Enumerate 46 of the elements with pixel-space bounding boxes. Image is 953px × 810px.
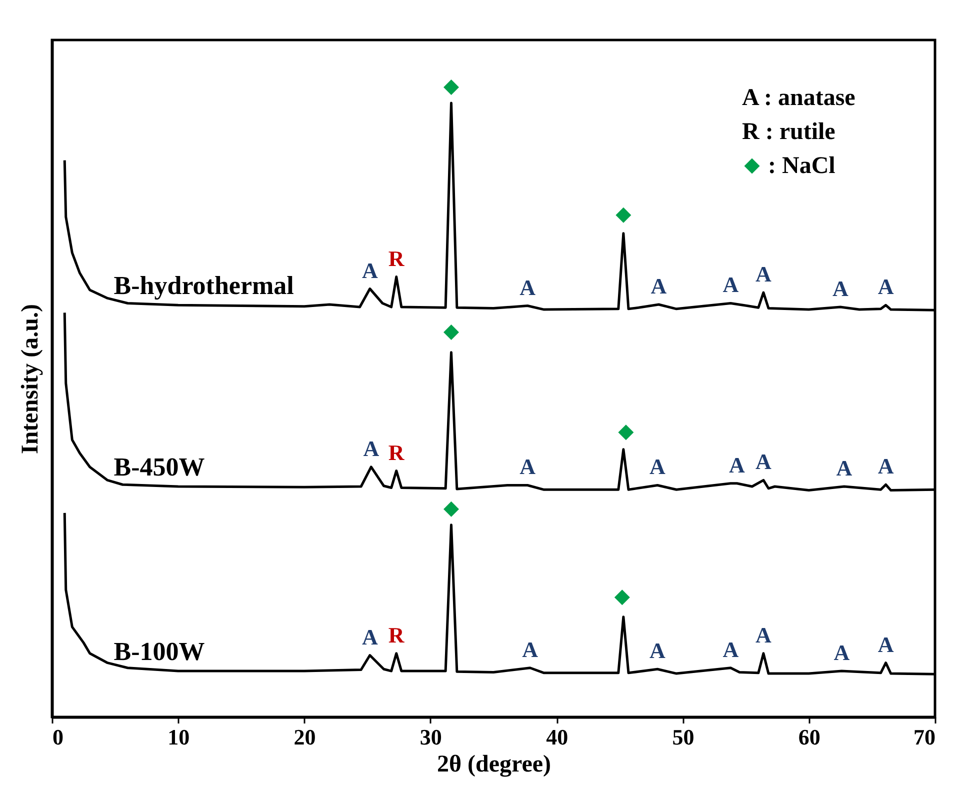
annotation: A — [520, 454, 536, 480]
x-tick-label: 20 — [294, 724, 316, 750]
annotation: A — [756, 449, 772, 474]
legend-label: : NaCl — [768, 153, 836, 179]
annotation: A : anatase — [742, 85, 856, 111]
annotation: A — [650, 274, 667, 298]
annotation: A — [722, 636, 739, 662]
annotation: A — [362, 258, 378, 283]
annotation: A — [878, 274, 894, 300]
point — [616, 207, 632, 223]
x-tick-label: 60 — [798, 724, 820, 750]
annotation: A — [522, 636, 538, 662]
annotation: A — [832, 276, 848, 302]
y-axis-title: Intensity (a.u.) — [18, 304, 44, 454]
annotation: A — [650, 638, 666, 664]
annotation: A — [836, 456, 852, 481]
annotation: A — [363, 436, 380, 461]
point — [443, 79, 459, 95]
series-label: B-100W — [114, 637, 205, 666]
annotation: A — [722, 272, 739, 298]
x-axis-title: 2θ (degree) — [436, 752, 552, 778]
annotation: A — [362, 624, 378, 650]
annotation: A — [878, 632, 894, 657]
point — [443, 501, 459, 517]
annotation: R — [388, 440, 406, 465]
annotation: A — [756, 622, 772, 648]
x-tick-label: 70 — [914, 724, 936, 750]
x-tick-label: 40 — [546, 724, 568, 750]
x-tick-label: 50 — [672, 724, 694, 750]
annotation: A — [756, 262, 772, 287]
annotation: A — [878, 454, 894, 479]
annotation: R — [388, 246, 406, 271]
annotation: R : rutile — [742, 119, 836, 145]
series-label: B-hydrothermal — [114, 271, 294, 300]
annotation: A — [729, 452, 746, 478]
annotation: A — [520, 274, 536, 300]
annotation: A — [834, 640, 850, 666]
annotation: A — [650, 454, 666, 480]
x-tick-label: 30 — [420, 724, 442, 750]
annotation: R — [388, 622, 406, 648]
x-tick-label: 10 — [168, 724, 190, 750]
point — [618, 424, 634, 440]
point — [443, 324, 459, 340]
series-label: B-450W — [114, 452, 205, 482]
x-tick-label: 0 — [52, 724, 64, 750]
point — [614, 590, 630, 606]
